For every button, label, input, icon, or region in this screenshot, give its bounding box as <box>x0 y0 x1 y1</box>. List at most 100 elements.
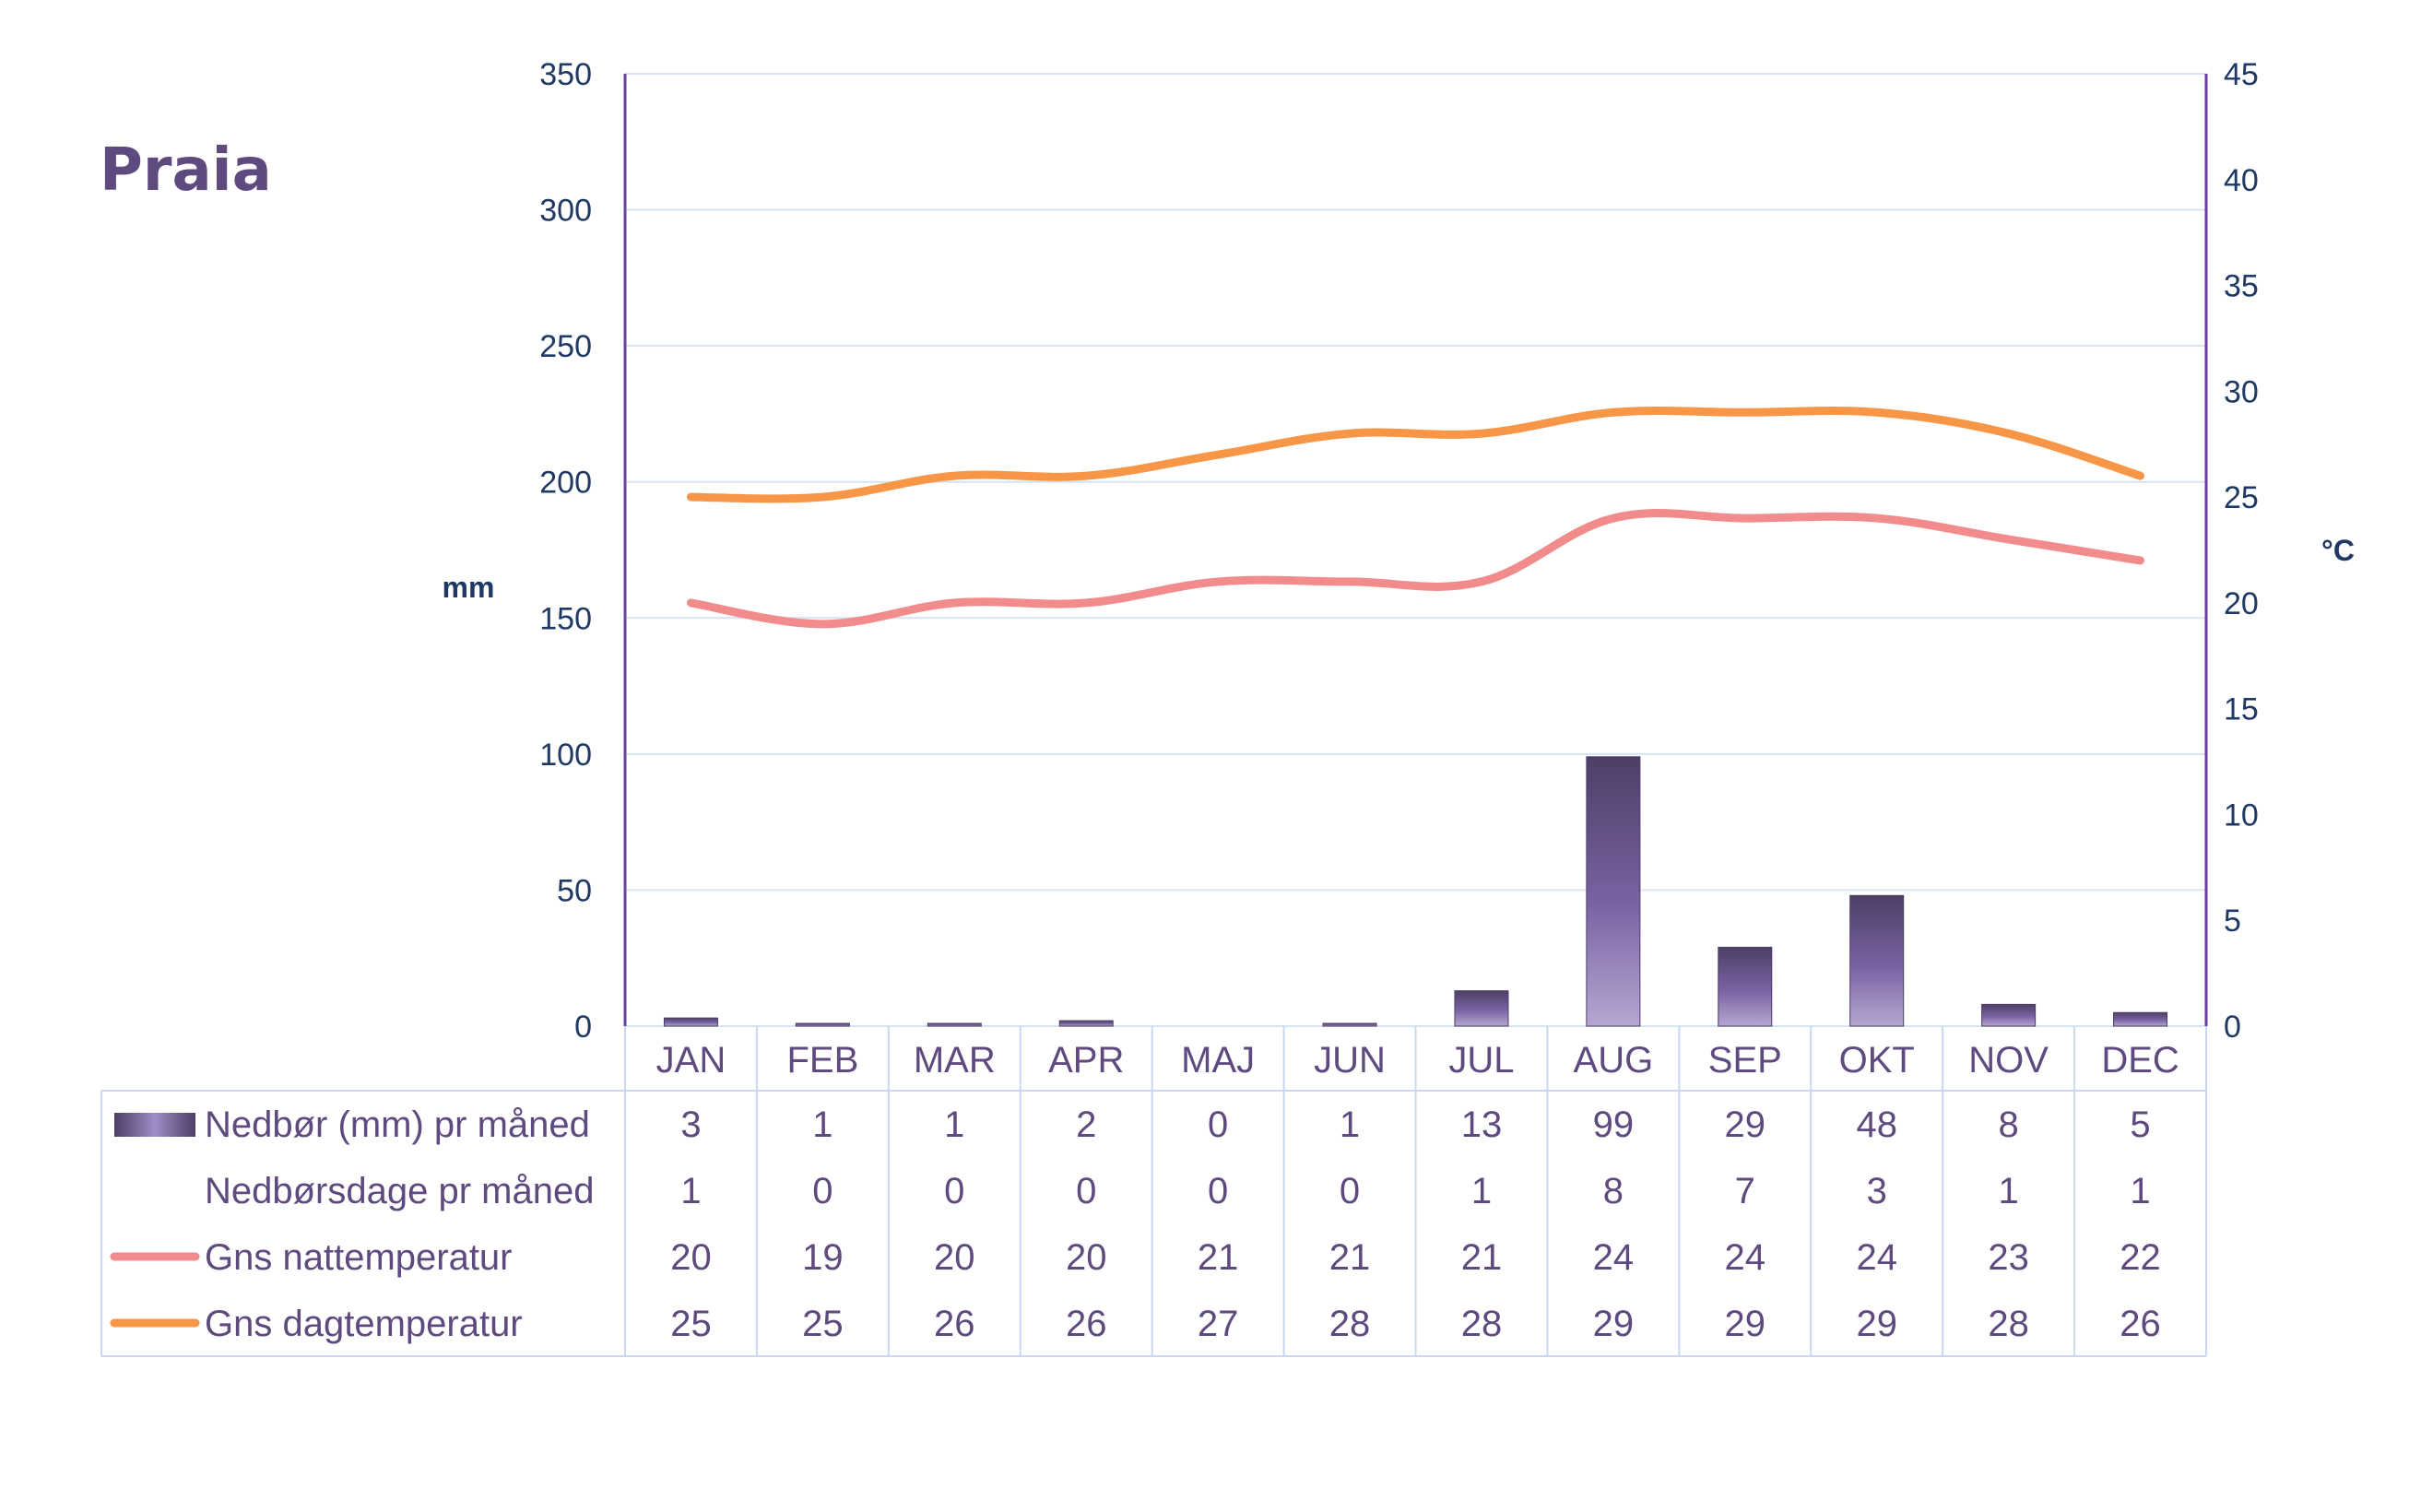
table-cell: 24 <box>1856 1237 1897 1278</box>
table-cell: 1 <box>680 1171 701 1211</box>
month-label: JAN <box>656 1040 726 1081</box>
table-cell: 0 <box>1076 1171 1096 1211</box>
precipitation-bar <box>2113 1011 2168 1027</box>
month-label: MAJ <box>1181 1040 1255 1081</box>
table-cell: 3 <box>1867 1171 1887 1211</box>
precipitation-bar <box>1718 946 1773 1027</box>
precipitation-bar <box>1849 894 1905 1027</box>
table-cell: 1 <box>2130 1171 2150 1211</box>
table-cell: 26 <box>2120 1304 2161 1344</box>
row-label: Gns dagtemperatur <box>205 1304 523 1344</box>
table-cell: 1 <box>1340 1104 1360 1145</box>
table-cell: 3 <box>680 1104 701 1145</box>
table-cell: 23 <box>1988 1237 2029 1278</box>
table-cell: 0 <box>1340 1171 1360 1211</box>
table-cell: 25 <box>802 1304 844 1344</box>
month-label: JUN <box>1314 1040 1386 1081</box>
precipitation-bar <box>1981 1003 2037 1027</box>
left-tick-label: 200 <box>539 466 592 501</box>
table-cell: 99 <box>1593 1104 1635 1145</box>
table-cell: 27 <box>1198 1304 1239 1344</box>
row-label: Nedbørsdage pr måned <box>205 1171 594 1211</box>
month-label: MAR <box>914 1040 996 1081</box>
table-cell: 2 <box>1076 1104 1096 1145</box>
table-cell: 13 <box>1461 1104 1503 1145</box>
right-tick-label: 20 <box>2224 586 2259 621</box>
precipitation-bar <box>1454 990 1509 1027</box>
left-tick-label: 150 <box>539 601 592 636</box>
table-cell: 20 <box>1066 1237 1107 1278</box>
right-tick-label: 25 <box>2224 480 2259 515</box>
left-tick-label: 100 <box>539 738 592 773</box>
table-cell: 0 <box>812 1171 833 1211</box>
table-cell: 29 <box>1725 1104 1766 1145</box>
right-axis-unit: °C <box>2321 534 2355 567</box>
table-cell: 29 <box>1856 1304 1897 1344</box>
legend-key-bar <box>114 1113 195 1137</box>
left-tick-label: 350 <box>539 57 592 92</box>
table-cell: 0 <box>1208 1171 1228 1211</box>
table-cell: 26 <box>1066 1304 1107 1344</box>
table-cell: 0 <box>944 1171 964 1211</box>
left-tick-label: 250 <box>539 329 592 364</box>
table-cell: 8 <box>1999 1104 2019 1145</box>
precipitation-bar <box>1322 1022 1377 1027</box>
right-tick-label: 15 <box>2224 692 2259 727</box>
table-cell: 19 <box>802 1237 844 1278</box>
right-tick-label: 10 <box>2224 797 2259 833</box>
left-tick-label: 0 <box>574 1010 592 1045</box>
table-cell: 0 <box>1208 1104 1228 1145</box>
month-label: AUG <box>1574 1040 1654 1081</box>
right-tick-label: 5 <box>2224 904 2241 939</box>
left-tick-label: 300 <box>539 194 592 229</box>
row-label: Gns nattemperatur <box>205 1237 513 1278</box>
table-cell: 8 <box>1603 1171 1624 1211</box>
row-label: Nedbør (mm) pr måned <box>205 1104 590 1145</box>
month-label: DEC <box>2101 1040 2179 1081</box>
right-tick-label: 45 <box>2224 57 2259 92</box>
month-label: JUL <box>1448 1040 1514 1081</box>
table-cell: 1 <box>944 1104 964 1145</box>
month-label: FEB <box>786 1040 858 1081</box>
table-cell: 25 <box>670 1304 712 1344</box>
table-cell: 5 <box>2130 1104 2150 1145</box>
table-cell: 28 <box>1988 1304 2029 1344</box>
precipitation-bar <box>1586 756 1641 1027</box>
table-cell: 29 <box>1593 1304 1635 1344</box>
month-label: APR <box>1048 1040 1124 1081</box>
precipitation-bar <box>795 1022 850 1027</box>
table-cell: 20 <box>934 1237 975 1278</box>
table-cell: 28 <box>1461 1304 1503 1344</box>
table-cell: 20 <box>670 1237 712 1278</box>
table-cell: 28 <box>1329 1304 1371 1344</box>
data-table: JAN FEB MAR APR MAJ JUN JUL AUG SEP OKT NOV DEC Nedb… <box>100 1026 2207 1357</box>
table-cell: 22 <box>2120 1237 2161 1278</box>
tick-labels: 0 50 100 150 200 250 300 350 0 5 10 15 20 25 30 35 40 45 <box>539 57 2259 1045</box>
table-cell: 48 <box>1856 1104 1897 1145</box>
left-tick-label: 50 <box>557 873 592 908</box>
month-label: SEP <box>1708 1040 1782 1081</box>
right-tick-label: 40 <box>2224 163 2259 198</box>
table-cell: 21 <box>1329 1237 1371 1278</box>
precipitation-bar <box>927 1022 982 1027</box>
table-cell: 1 <box>1471 1171 1492 1211</box>
table-cell: 29 <box>1725 1304 1766 1344</box>
day-temperature-line <box>686 406 2145 503</box>
table-cell: 1 <box>1999 1171 2019 1211</box>
right-tick-label: 0 <box>2224 1010 2241 1045</box>
chart-title: Praia <box>100 136 272 205</box>
table-cell: 26 <box>934 1304 975 1344</box>
precipitation-bars <box>663 756 2168 1027</box>
month-label: NOV <box>1968 1040 2049 1081</box>
table-cell: 21 <box>1198 1237 1239 1278</box>
table-cell: 24 <box>1593 1237 1635 1278</box>
table-cell: 1 <box>812 1104 833 1145</box>
left-axis-unit: mm <box>443 571 495 604</box>
precipitation-bar <box>1058 1020 1114 1027</box>
precipitation-bar <box>663 1017 718 1027</box>
temperature-lines <box>686 406 2145 629</box>
table-cell: 7 <box>1735 1171 1755 1211</box>
table-cell: 21 <box>1461 1237 1503 1278</box>
axes <box>623 74 2208 1026</box>
